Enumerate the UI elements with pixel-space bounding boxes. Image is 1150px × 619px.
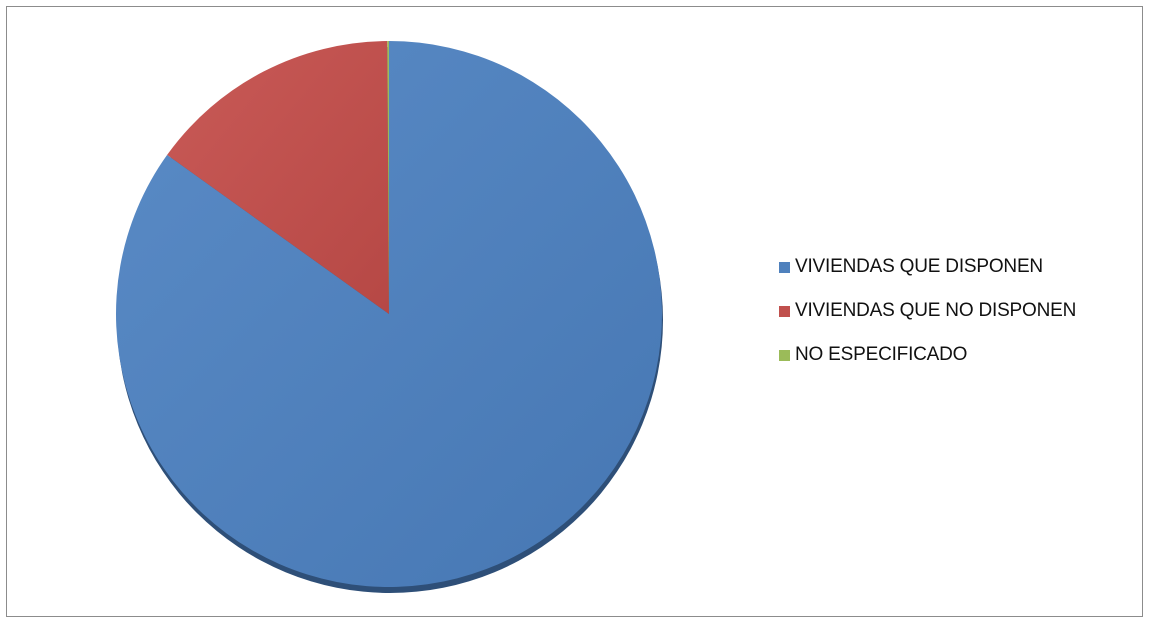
legend-item-viviendas-que-disponen: VIVIENDAS QUE DISPONEN	[779, 255, 1076, 279]
pie-slice-viviendas-que-no-disponen	[167, 41, 389, 314]
pie-slices	[116, 41, 663, 588]
pie-slice-viviendas-que-disponen	[116, 41, 663, 588]
legend-swatch-red	[779, 305, 790, 317]
legend-swatch-green	[779, 349, 790, 361]
legend-item-no-especificado: NO ESPECIFICADO	[779, 343, 1076, 367]
legend-item-viviendas-que-no-disponen: VIVIENDAS QUE NO DISPONEN	[779, 299, 1076, 323]
legend-swatch-blue	[779, 261, 790, 273]
legend-label: NO ESPECIFICADO	[795, 344, 968, 365]
legend-label: VIVIENDAS QUE DISPONEN	[795, 256, 1043, 277]
pie-slice-no-especificado	[387, 41, 389, 314]
legend: VIVIENDAS QUE DISPONEN VIVIENDAS QUE NO …	[779, 255, 1076, 387]
legend-label: VIVIENDAS QUE NO DISPONEN	[795, 300, 1077, 321]
